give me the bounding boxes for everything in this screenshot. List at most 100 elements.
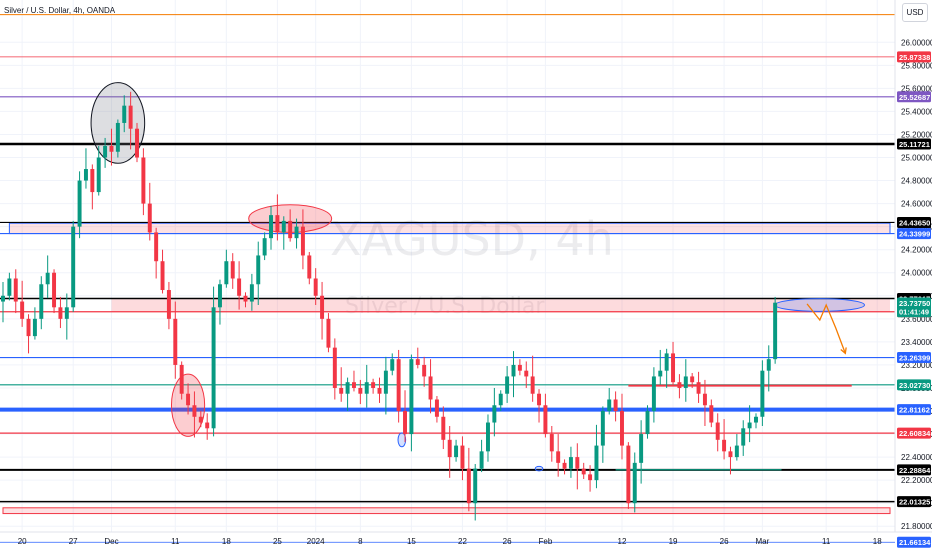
candle-body bbox=[543, 405, 548, 435]
candle-body bbox=[632, 462, 637, 504]
price-badge-label: 23.73750 bbox=[899, 299, 930, 308]
candle-body bbox=[141, 157, 146, 204]
candle-body bbox=[217, 284, 222, 308]
price-tick-label: 24.60000 bbox=[901, 200, 932, 209]
candle-body bbox=[645, 411, 650, 435]
price-tick-label: 26.00000 bbox=[901, 38, 932, 47]
candle-body bbox=[639, 434, 644, 463]
price-badges: 25.87338 25.52687 25.11721 24.43650 24.33999… bbox=[897, 51, 931, 548]
price-badge-label: 22.81162 bbox=[899, 406, 930, 415]
candle-body bbox=[486, 422, 490, 452]
candle-body bbox=[224, 261, 229, 285]
candle-body bbox=[390, 359, 395, 371]
candle-body bbox=[288, 220, 293, 239]
candle-body bbox=[760, 370, 765, 417]
price-tick-label: 25.40000 bbox=[901, 107, 932, 116]
zone-rectangle bbox=[2, 507, 891, 515]
candle-body bbox=[345, 382, 350, 394]
candle-body bbox=[262, 238, 267, 256]
candle-body bbox=[103, 145, 108, 158]
currency-button[interactable]: USD bbox=[902, 3, 928, 22]
candle-body bbox=[198, 416, 203, 423]
price-badge bbox=[897, 352, 931, 364]
highlight-ellipse bbox=[534, 465, 544, 472]
candle-body bbox=[568, 457, 573, 469]
price-badge-label: 24.43650 bbox=[899, 218, 930, 227]
candle-body bbox=[594, 445, 599, 481]
candle-body bbox=[115, 122, 120, 152]
price-tick-label: 22.20000 bbox=[901, 476, 932, 485]
time-tick-label: 19 bbox=[669, 537, 678, 546]
time-tick-label: 18 bbox=[222, 537, 231, 546]
level-layer bbox=[0, 14, 895, 543]
price-badge bbox=[897, 228, 931, 240]
candle-body bbox=[690, 376, 695, 383]
candle-layer bbox=[1, 91, 778, 521]
candle-body bbox=[651, 376, 656, 412]
candle-body bbox=[109, 145, 114, 152]
candle-body bbox=[715, 422, 720, 440]
candle-body bbox=[607, 399, 612, 412]
candle-body bbox=[728, 451, 733, 458]
time-tick-label: 22 bbox=[458, 537, 467, 546]
candle-body bbox=[96, 157, 101, 193]
zone-rectangle bbox=[8, 222, 891, 235]
price-badge bbox=[897, 306, 931, 318]
time-tick-label: 26 bbox=[720, 537, 729, 546]
candle-body bbox=[460, 445, 465, 469]
grid-layer bbox=[0, 0, 895, 532]
candle-body bbox=[269, 215, 273, 239]
price-badge-label: 25.52687 bbox=[899, 93, 930, 102]
candle-body bbox=[339, 387, 344, 394]
candle-body bbox=[39, 284, 44, 319]
highlight-ellipse bbox=[774, 298, 865, 312]
candle-body bbox=[173, 318, 178, 365]
candle-body bbox=[409, 359, 414, 435]
candle-body bbox=[658, 370, 663, 377]
price-tick-label: 25.80000 bbox=[901, 61, 932, 70]
candle-body bbox=[1, 295, 5, 302]
price-tick-label: 24.80000 bbox=[901, 177, 932, 186]
candle-body bbox=[773, 302, 778, 360]
candle-body bbox=[371, 382, 376, 388]
candle-body bbox=[428, 376, 433, 400]
candle-body bbox=[588, 474, 593, 481]
candle-body bbox=[581, 468, 586, 475]
candle-body bbox=[530, 376, 535, 394]
price-badge-label: 23.26399 bbox=[899, 354, 930, 363]
candle-body bbox=[620, 411, 624, 446]
candle-body bbox=[313, 278, 318, 296]
candle-body bbox=[741, 428, 746, 446]
price-badge-label: 25.11721 bbox=[899, 140, 930, 149]
candle-body bbox=[166, 290, 171, 319]
candle-body bbox=[575, 457, 580, 469]
candle-body bbox=[613, 399, 618, 412]
candle-body bbox=[562, 462, 567, 469]
candle-body bbox=[766, 359, 771, 371]
candle-body bbox=[332, 347, 337, 388]
candle-body bbox=[358, 387, 363, 394]
time-tick-label: 18 bbox=[873, 537, 882, 546]
chart-title: Silver / U.S. Dollar, 4h, OANDA bbox=[4, 6, 116, 15]
time-tick-label: 12 bbox=[618, 537, 627, 546]
time-axis[interactable]: 20 27 Dec 11 18 25 2024 8 15 22 26 Feb 12 19 26 Mar 11 18 bbox=[18, 537, 883, 546]
candle-body bbox=[135, 128, 139, 158]
watermark-symbol: XAGUSD, 4h bbox=[330, 212, 614, 266]
price-badge-label: 22.60834 bbox=[899, 429, 931, 438]
candle-body bbox=[128, 105, 133, 129]
candle-body bbox=[498, 393, 503, 406]
time-tick-label: 8 bbox=[358, 537, 363, 546]
candle-body bbox=[77, 180, 82, 227]
candle-body bbox=[71, 226, 76, 308]
candle-body bbox=[122, 105, 127, 123]
candle-body bbox=[211, 307, 216, 429]
candle-body bbox=[275, 215, 280, 233]
price-tick-label: 24.20000 bbox=[901, 246, 932, 255]
candle-body bbox=[415, 359, 420, 365]
candle-body bbox=[383, 370, 388, 394]
time-tick-label: 25 bbox=[273, 537, 282, 546]
price-tick-label: 23.20000 bbox=[901, 361, 932, 370]
projection-arrow bbox=[806, 303, 847, 355]
